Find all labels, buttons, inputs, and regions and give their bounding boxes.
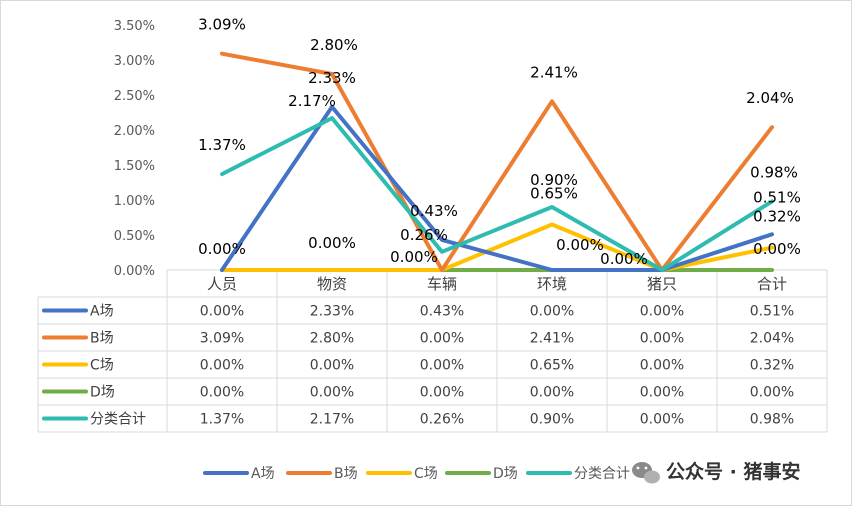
- wechat-icon: [632, 462, 660, 484]
- series-line: [220, 51, 774, 272]
- table-cell: 0.00%: [310, 385, 354, 401]
- table-series-name: A场: [90, 304, 114, 320]
- table-cell: 0.00%: [200, 358, 244, 374]
- category-label: 猪只: [647, 275, 677, 293]
- data-label: 0.98%: [750, 163, 798, 181]
- data-label: 0.32%: [753, 208, 801, 226]
- table-series-name: C场: [90, 358, 114, 374]
- table-cell: 0.65%: [530, 358, 574, 374]
- table-cell: 0.00%: [640, 412, 684, 428]
- table-cell: 0.00%: [420, 331, 464, 347]
- series-line: [220, 222, 774, 272]
- category-label: 人员: [207, 275, 237, 293]
- table-cell: 0.51%: [750, 304, 794, 320]
- data-label: 1.37%: [198, 136, 246, 154]
- table-cell: 0.00%: [750, 385, 794, 401]
- category-label: 环境: [537, 275, 567, 293]
- data-label: 0.51%: [753, 188, 801, 206]
- data-label: 0.90%: [530, 171, 578, 189]
- table-cell: 0.00%: [530, 304, 574, 320]
- table-cell: 2.41%: [530, 331, 574, 347]
- data-label: 0.65%: [530, 185, 578, 203]
- table-cell: 2.33%: [310, 304, 354, 320]
- table-cell: 0.00%: [640, 385, 684, 401]
- table-cell: 0.90%: [530, 412, 574, 428]
- legend-label: A场: [251, 466, 275, 482]
- data-label: 2.41%: [530, 63, 578, 81]
- table-cell: 2.17%: [310, 412, 354, 428]
- legend-label: C场: [414, 466, 438, 482]
- table-cell: 0.26%: [420, 412, 464, 428]
- legend-label: B场: [334, 466, 358, 482]
- y-tick-label: 1.00%: [114, 194, 155, 209]
- data-label: 2.33%: [308, 69, 356, 87]
- data-label: 0.00%: [308, 234, 356, 252]
- table-cell: 0.00%: [640, 331, 684, 347]
- table-cell: 0.00%: [420, 385, 464, 401]
- data-label: 0.00%: [198, 240, 246, 258]
- y-tick-label: 0.50%: [114, 229, 155, 244]
- table-cell: 0.00%: [640, 358, 684, 374]
- table-cell: 2.04%: [750, 331, 794, 347]
- category-label: 车辆: [427, 275, 457, 293]
- table-cell: 0.00%: [310, 358, 354, 374]
- table-cell: 0.00%: [640, 304, 684, 320]
- table-cell: 0.32%: [750, 358, 794, 374]
- data-label: 2.17%: [288, 92, 336, 110]
- y-tick-label: 2.50%: [114, 89, 155, 104]
- table-cell: 0.00%: [200, 385, 244, 401]
- table-cell: 0.00%: [530, 385, 574, 401]
- data-label: 0.43%: [410, 202, 458, 220]
- table-cell: 0.00%: [420, 358, 464, 374]
- category-label: 合计: [757, 275, 787, 293]
- y-tick-label: 2.00%: [114, 124, 155, 139]
- table-series-name: B场: [90, 331, 114, 347]
- table-cell: 1.37%: [200, 412, 244, 428]
- table-cell: 0.00%: [200, 304, 244, 320]
- watermark-text: 公众号 · 猪事安: [666, 460, 800, 483]
- legend-label: D场: [493, 466, 518, 482]
- table-cell: 0.43%: [420, 304, 464, 320]
- y-tick-label: 0.00%: [114, 264, 155, 279]
- series-line: [220, 104, 774, 272]
- data-label: 0.00%: [600, 250, 648, 268]
- y-tick-label: 3.50%: [114, 19, 155, 34]
- data-label: 2.04%: [746, 89, 794, 107]
- table-series-name: 分类合计: [90, 412, 146, 428]
- data-label: 0.26%: [400, 226, 448, 244]
- table-cell: 0.98%: [750, 412, 794, 428]
- data-label: 3.09%: [198, 16, 246, 34]
- table-cell: 3.09%: [200, 331, 244, 347]
- table-series-name: D场: [90, 385, 115, 401]
- data-label: 0.00%: [390, 248, 438, 266]
- series-line: [220, 116, 774, 272]
- category-label: 物资: [317, 275, 347, 293]
- y-tick-label: 1.50%: [114, 159, 155, 174]
- table-cell: 2.80%: [310, 331, 354, 347]
- data-label: 0.00%: [753, 240, 801, 258]
- legend-label: 分类合计: [574, 466, 630, 482]
- watermark: 公众号 · 猪事安: [632, 460, 800, 484]
- y-tick-label: 3.00%: [114, 54, 155, 69]
- data-label: 0.00%: [556, 236, 604, 254]
- data-label: 2.80%: [310, 36, 358, 54]
